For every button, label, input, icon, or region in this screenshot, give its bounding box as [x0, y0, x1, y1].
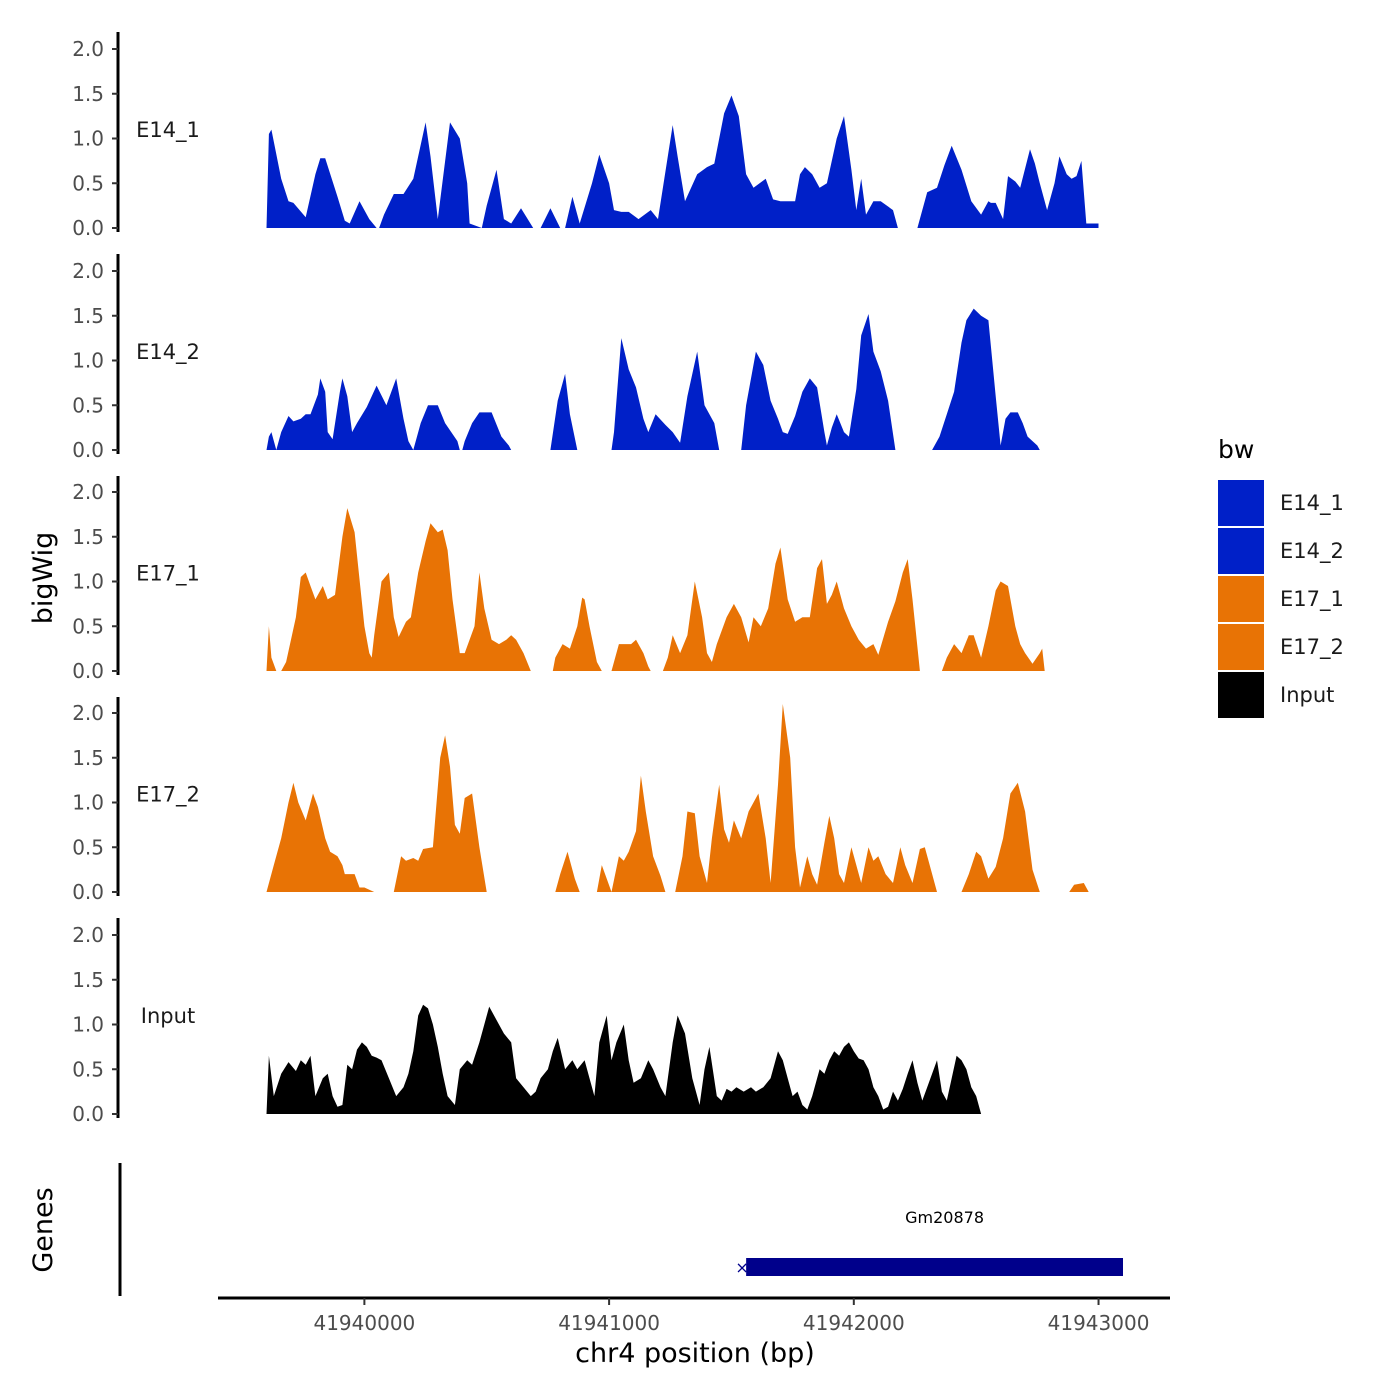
y-tick-label: 1.0 [72, 349, 104, 373]
signal-area-e17-2 [266, 704, 1089, 892]
legend-label: E17_2 [1280, 635, 1344, 660]
y-tick-label: 1.5 [72, 968, 104, 992]
track-label: E17_1 [136, 562, 200, 587]
y-tick-label: 2.0 [72, 480, 104, 504]
x-axis-title: chr4 position (bp) [575, 1338, 815, 1369]
x-tick-label: 41940000 [313, 1311, 415, 1335]
x-tick-label: 41941000 [558, 1311, 660, 1335]
track-e17-1: 0.0 0.5 1.0 1.5 2.0 E17_1 [72, 476, 1045, 683]
gene-body-gm20878 [746, 1258, 1123, 1276]
legend-label: E14_1 [1280, 491, 1344, 516]
track-label: E14_2 [136, 340, 200, 365]
bigwig-tracks: 0.0 0.5 1.0 1.5 2.0 E14_1 0.0 0.5 1.0 1.5 2.0 E14_2… [72, 32, 1099, 1126]
y-tick-label: 2.0 [72, 259, 104, 283]
legend-label: E14_2 [1280, 539, 1344, 564]
legend-label: Input [1280, 683, 1334, 707]
y-tick-label: 0.5 [72, 835, 104, 859]
x-tick-label: 41942000 [803, 1311, 905, 1335]
y-tick-label: 0.0 [72, 880, 104, 904]
x-axis: 41940000 41941000 41942000 41943000 [218, 1296, 1170, 1335]
legend-key-input [1218, 672, 1264, 718]
legend: bw E14_1 E14_2 E17_1 E17_2 Input [1218, 435, 1344, 718]
track-e14-2: 0.0 0.5 1.0 1.5 2.0 E14_2 [72, 254, 1040, 462]
legend-key-e14-1 [1218, 480, 1264, 526]
x-tick-label: 41943000 [1048, 1311, 1150, 1335]
gene-start-marker-icon: × [735, 1258, 748, 1277]
y-tick-label: 2.0 [72, 37, 104, 61]
track-label: E17_2 [136, 783, 200, 808]
y-tick-label: 2.0 [72, 701, 104, 725]
gene-label: Gm20878 [905, 1208, 984, 1227]
genes-axis-title: Genes [28, 1187, 59, 1272]
signal-area-input [266, 1004, 982, 1114]
y-tick-label: 0.0 [72, 659, 104, 683]
y-tick-label: 1.0 [72, 127, 104, 151]
y-axis-title: bigWig [28, 532, 59, 625]
track-e17-2: 0.0 0.5 1.0 1.5 2.0 E17_2 [72, 697, 1089, 904]
y-tick-label: 1.5 [72, 82, 104, 106]
y-tick-label: 0.5 [72, 171, 104, 195]
y-tick-label: 1.5 [72, 525, 104, 549]
legend-key-e14-2 [1218, 528, 1264, 574]
y-tick-label: 1.5 [72, 746, 104, 770]
signal-area-e17-1 [266, 508, 1045, 671]
legend-label: E17_1 [1280, 587, 1344, 612]
track-label: Input [141, 1004, 195, 1028]
signal-area-e14-2 [266, 308, 1040, 450]
y-tick-label: 0.0 [72, 1102, 104, 1126]
track-e14-1: 0.0 0.5 1.0 1.5 2.0 E14_1 [72, 32, 1099, 240]
y-tick-label: 2.0 [72, 923, 104, 947]
legend-key-e17-2 [1218, 624, 1264, 670]
y-tick-label: 0.5 [72, 393, 104, 417]
y-tick-label: 0.5 [72, 1057, 104, 1081]
y-tick-label: 0.5 [72, 614, 104, 638]
y-tick-label: 1.0 [72, 570, 104, 594]
y-tick-label: 1.0 [72, 1013, 104, 1037]
legend-key-e17-1 [1218, 576, 1264, 622]
track-input: 0.0 0.5 1.0 1.5 2.0 Input [72, 918, 982, 1126]
y-tick-label: 1.0 [72, 791, 104, 815]
y-tick-label: 0.0 [72, 438, 104, 462]
y-tick-label: 0.0 [72, 216, 104, 240]
signal-area-e14-1 [266, 95, 1099, 228]
legend-title: bw [1218, 435, 1254, 464]
gene-panel: Genes Gm20878 × [28, 1163, 1123, 1296]
track-label: E14_1 [136, 118, 200, 143]
y-tick-label: 1.5 [72, 304, 104, 328]
